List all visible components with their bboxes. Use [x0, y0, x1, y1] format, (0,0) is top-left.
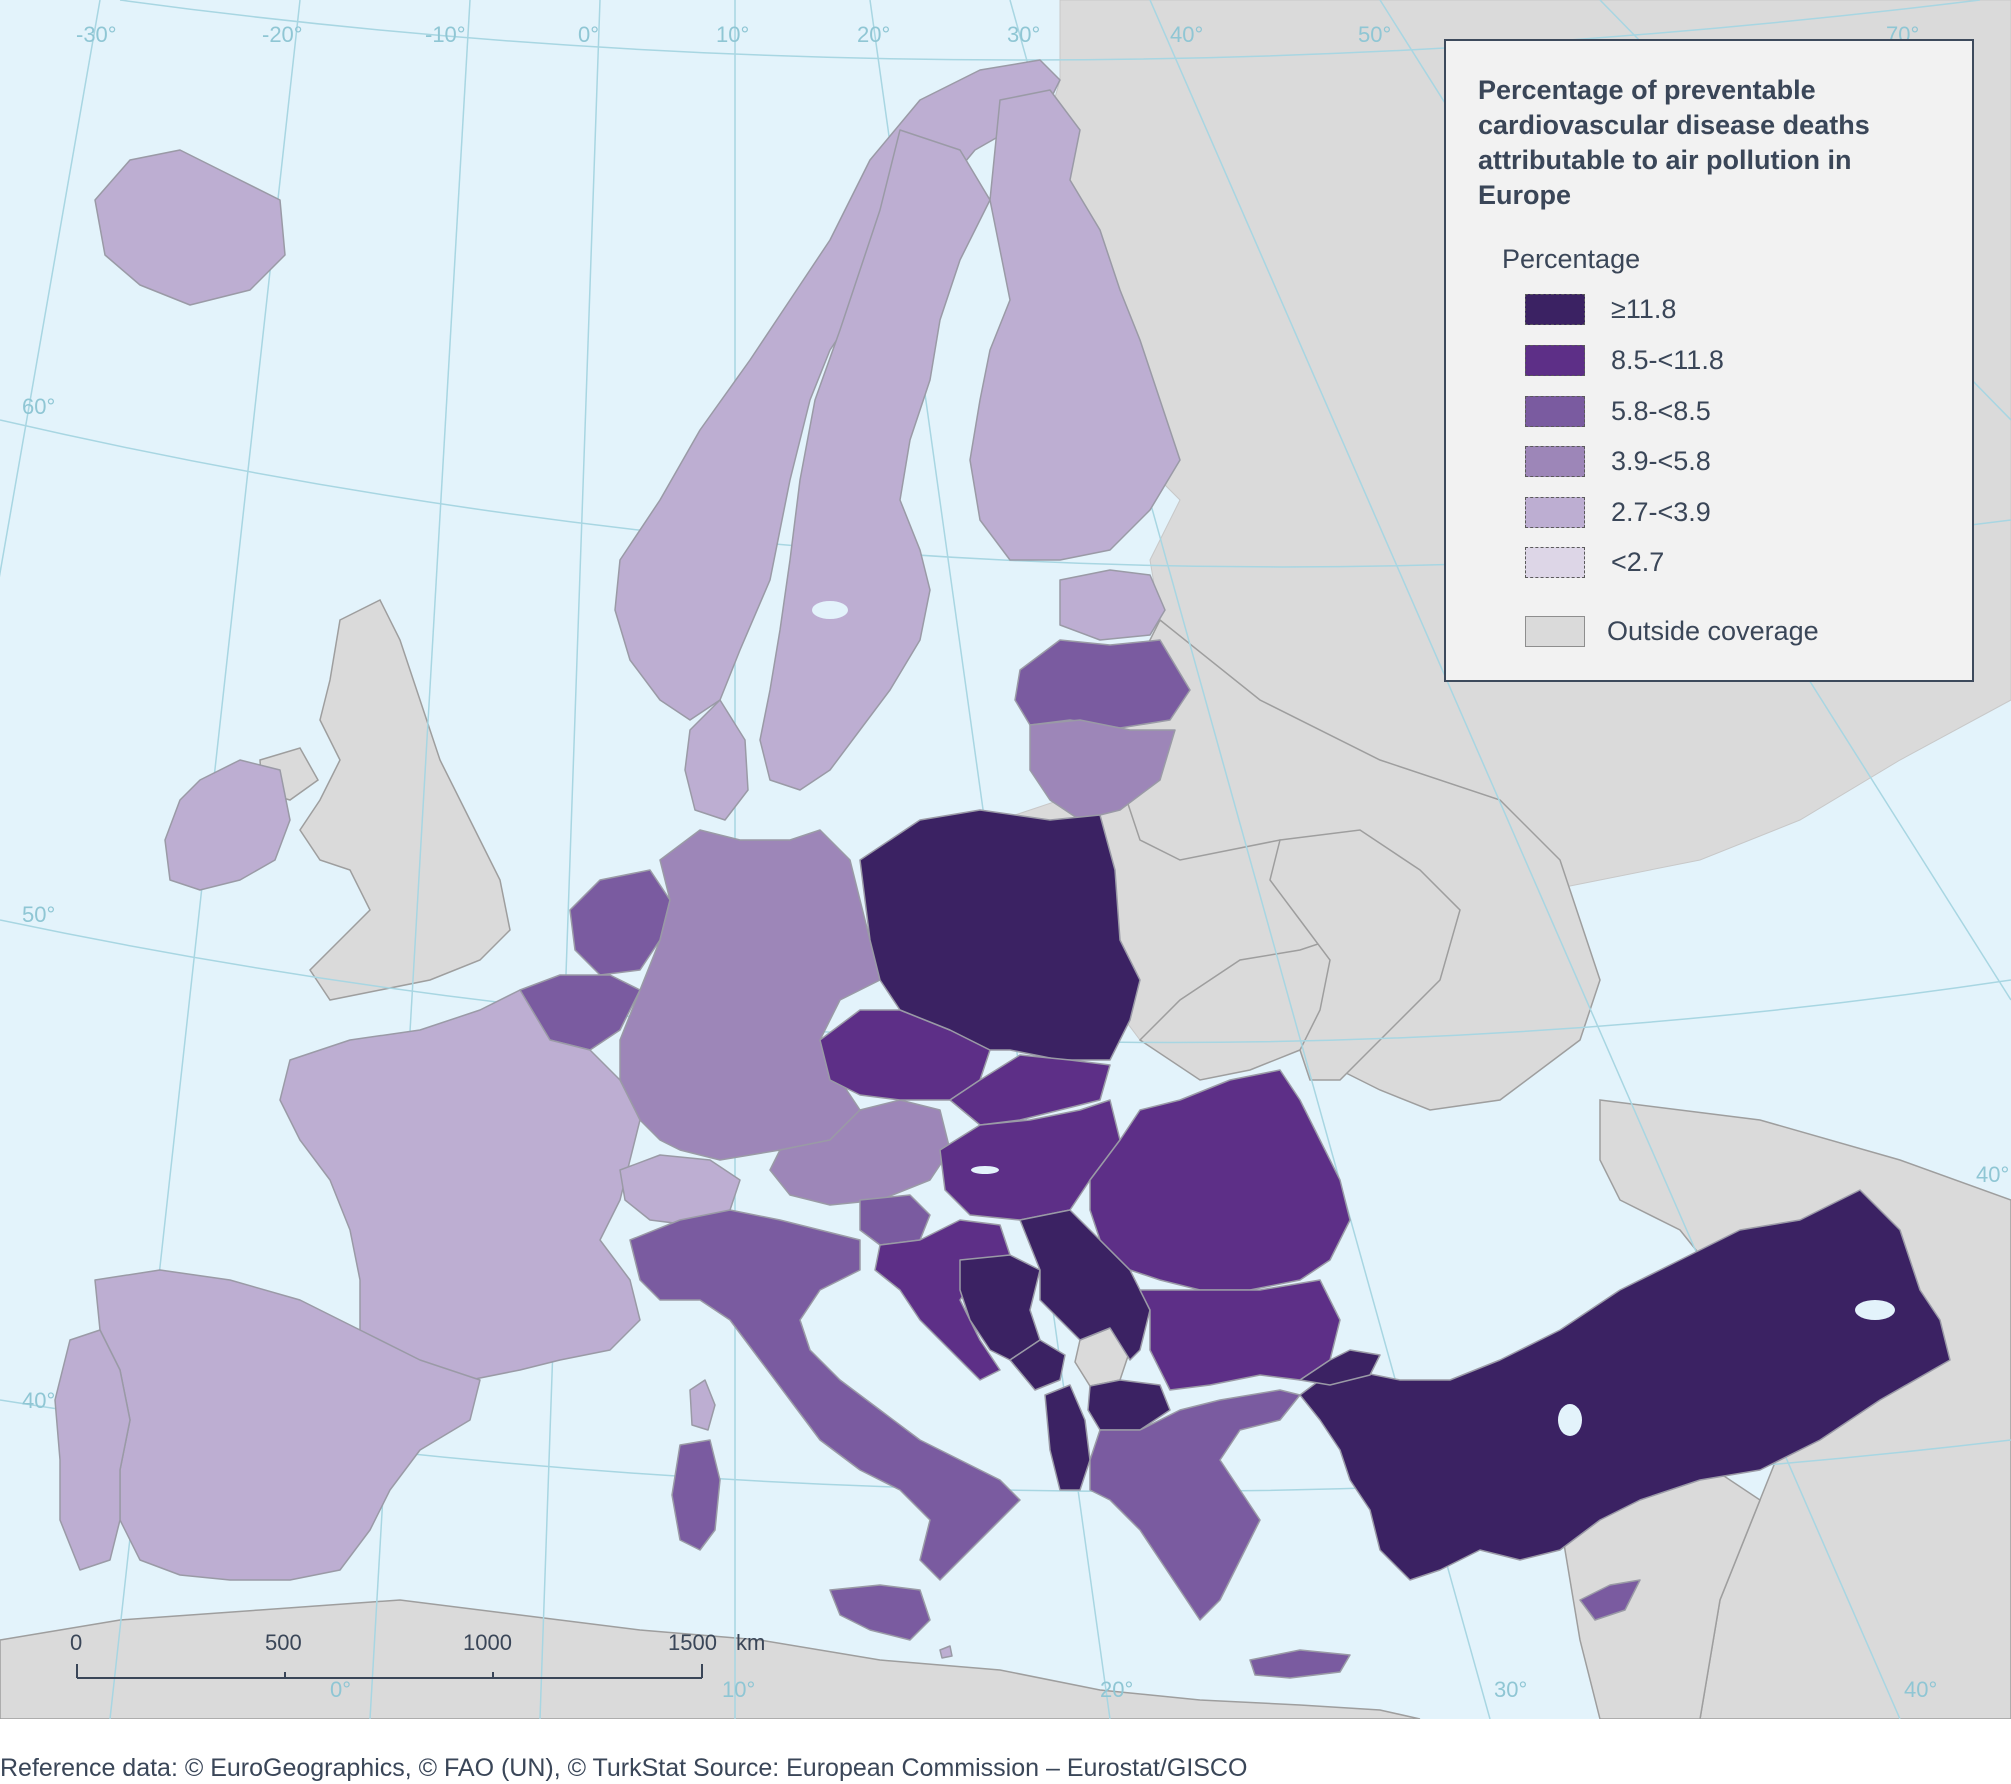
country-sardinia: [671, 1439, 721, 1551]
graticule-label-top-5: 20°: [857, 22, 890, 47]
graticule-label-left-1: 50°: [22, 902, 55, 927]
legend-label-6: <2.7: [1611, 546, 1665, 577]
country-montenegro: [1009, 1339, 1066, 1391]
scale-bar-line: [76, 1664, 703, 1679]
graticule-label-right-0: 40°: [1976, 1162, 2009, 1187]
graticule-label-bottom-3: 30°: [1494, 1677, 1527, 1702]
legend-item-6: <2.7: [1525, 544, 1664, 580]
country-italy: [629, 1209, 1021, 1581]
country-denmark: [684, 699, 749, 821]
graticule-label-top-1: -20°: [262, 22, 303, 47]
scale-tick-label-1500: 1500: [668, 1630, 717, 1655]
graticule-label-bottom-0: 0°: [330, 1677, 351, 1702]
country-greece: [1089, 1389, 1301, 1621]
graticule-label-bottom-4: 40°: [1904, 1677, 1937, 1702]
graticule-labels: -30° -20° -10° 0° 10° 20° 30° 40° 50° 70…: [22, 22, 2009, 1702]
country-malta: [939, 1645, 953, 1659]
country-germany: [619, 829, 881, 1161]
country-sicily: [829, 1584, 931, 1641]
legend-swatch-2: [1525, 344, 1585, 376]
graticule-label-top-2: -10°: [425, 22, 466, 47]
countries: [54, 59, 1951, 1679]
legend-swatch-3: [1525, 395, 1585, 427]
lake-van: [1855, 1300, 1895, 1320]
country-crete: [1249, 1649, 1351, 1679]
country-portugal: [54, 1329, 131, 1571]
country-north-macedonia: [1087, 1379, 1171, 1431]
lakes: [812, 601, 1895, 1436]
country-sweden: [759, 129, 991, 791]
country-turkey: [1299, 1189, 1951, 1581]
country-france: [279, 989, 641, 1391]
map-frame: -30° -20° -10° 0° 10° 20° 30° 40° 50° 70…: [0, 0, 2011, 1719]
country-finland: [969, 89, 1181, 561]
credits-text: Reference data: © EuroGeographics, © FAO…: [0, 1754, 1248, 1782]
legend-label-5: 2.7-<3.9: [1611, 496, 1711, 527]
scale-tick-label-1000: 1000: [463, 1630, 512, 1655]
graticule-label-left-0: 60°: [22, 394, 55, 419]
graticule-meridian-0: [539, 0, 601, 1719]
graticule-label-top-4: 10°: [716, 22, 749, 47]
legend-swatch-6: [1525, 546, 1585, 578]
outside-north-africa: [0, 1599, 1421, 1719]
legend-item-5: 2.7-<3.9: [1525, 494, 1711, 530]
country-romania: [1089, 1069, 1351, 1291]
legend-subtitle: Percentage: [1502, 244, 1641, 274]
graticule-meridian-m30: [0, 0, 101, 578]
lake-tuz: [1558, 1404, 1582, 1436]
legend-swatch-outside: [1525, 615, 1585, 647]
legend-title: Percentage of preventable cardiovascular…: [1478, 75, 1870, 210]
graticule-parallel-70: [119, 0, 1981, 61]
legend-item-1: ≥11.8: [1525, 291, 1676, 327]
legend-item-2: 8.5-<11.8: [1525, 342, 1724, 378]
legend: Percentage of preventable cardiovascular…: [1444, 39, 1974, 682]
country-cyprus: [1579, 1579, 1641, 1621]
country-albania: [1044, 1384, 1091, 1491]
graticule-label-top-8: 50°: [1358, 22, 1391, 47]
country-corsica: [689, 1379, 716, 1431]
outside-ukraine-sea-coast: [1269, 829, 1461, 1081]
scale-unit: km: [736, 1630, 766, 1655]
graticule-label-left-2: 40°: [22, 1388, 55, 1413]
country-latvia: [1014, 639, 1191, 729]
graticule-label-top-0: -30°: [76, 22, 117, 47]
legend-label-4: 3.9-<5.8: [1611, 445, 1711, 476]
legend-item-4: 3.9-<5.8: [1525, 443, 1711, 479]
graticule-label-top-7: 40°: [1170, 22, 1203, 47]
graticule-label-top-6: 30°: [1007, 22, 1040, 47]
legend-label-1: ≥11.8: [1611, 293, 1677, 324]
scale-tick-label-500: 500: [265, 1630, 302, 1655]
graticule-label-bottom-2: 20°: [1100, 1677, 1133, 1702]
legend-swatch-4: [1525, 445, 1585, 477]
legend-item-outside: Outside coverage: [1525, 613, 1819, 649]
legend-label-3: 5.8-<8.5: [1611, 395, 1711, 426]
scale-bar: 0 500 1000 1500 km: [60, 1630, 780, 1690]
lake-vanern: [812, 601, 848, 619]
legend-label-2: 8.5-<11.8: [1611, 344, 1724, 375]
country-slovenia: [859, 1194, 931, 1246]
legend-label-outside: Outside coverage: [1607, 615, 1819, 646]
legend-item-3: 5.8-<8.5: [1525, 393, 1711, 429]
lake-balaton: [971, 1166, 999, 1174]
country-austria: [769, 1099, 951, 1206]
country-iceland: [94, 149, 286, 306]
scale-tick-label-0: 0: [70, 1630, 83, 1655]
graticule-label-top-3: 0°: [578, 22, 599, 47]
country-turkey-thrace: [1299, 1349, 1381, 1386]
country-estonia: [1059, 569, 1166, 641]
graticule-label-bottom-1: 10°: [722, 1677, 755, 1702]
country-lithuania: [1029, 719, 1176, 821]
legend-swatch-1: [1525, 293, 1585, 325]
legend-swatch-5: [1525, 496, 1585, 528]
outside-uk: [299, 598, 511, 1001]
country-poland: [859, 809, 1141, 1061]
country-ireland: [164, 759, 291, 891]
